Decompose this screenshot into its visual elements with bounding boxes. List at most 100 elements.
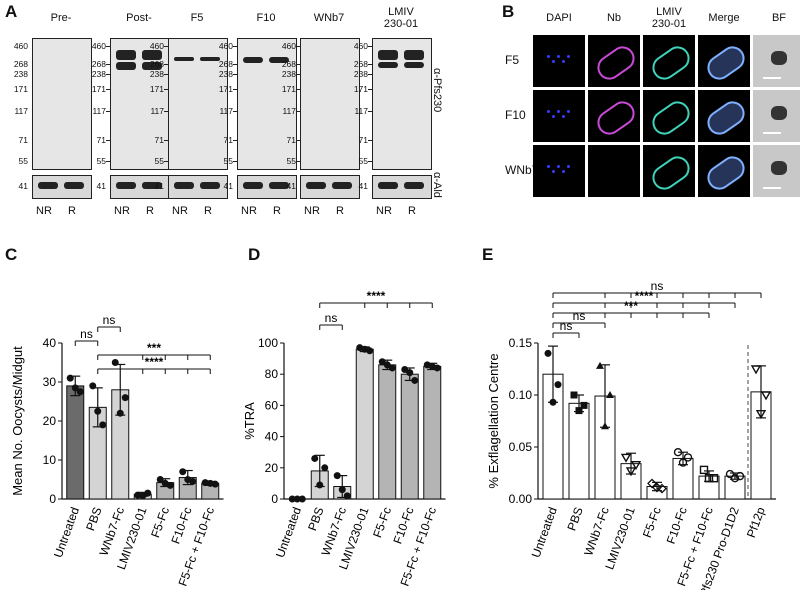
- mw-marker-label: 171: [13, 84, 28, 94]
- mw-marker-label: 71: [223, 135, 233, 145]
- protein-band: [243, 57, 263, 63]
- y-tick-label: 0.05: [509, 440, 533, 454]
- mw-marker-label: 460: [218, 41, 233, 51]
- mw-tick: [164, 111, 168, 112]
- mw-tick: [106, 46, 110, 47]
- micro-image: [533, 145, 585, 197]
- significance-label: ****: [367, 289, 386, 303]
- lane-label: R: [204, 205, 212, 217]
- mw-tick: [164, 64, 168, 65]
- y-tick-label: 60: [265, 398, 279, 412]
- x-tick-label: Untreated: [51, 505, 82, 559]
- data-point: [383, 361, 391, 369]
- significance-label: ****: [145, 355, 164, 369]
- mw-marker-label: 117: [14, 106, 28, 116]
- x-tick-label: F5-Fc: [640, 505, 664, 539]
- mw-tick: [368, 46, 372, 47]
- data-point: [321, 464, 329, 472]
- protein-band: [142, 62, 162, 70]
- data-point: [156, 476, 164, 483]
- micro-image: [698, 90, 750, 142]
- significance-label: ns: [560, 319, 573, 333]
- protein-band: [116, 50, 136, 60]
- ald-mw-label: 41: [358, 181, 368, 191]
- significance-label: ns: [80, 327, 93, 341]
- blot-title: LMIV 230-01: [383, 6, 419, 30]
- micro-column-label: Nb: [606, 12, 622, 24]
- micro-image: [698, 145, 750, 197]
- mw-marker-label: 71: [358, 135, 368, 145]
- data-point: [333, 472, 341, 480]
- mw-marker-label: 117: [150, 106, 164, 116]
- lane-label: R: [68, 205, 76, 217]
- significance-label: ns: [103, 313, 116, 327]
- mw-marker-label: 171: [218, 84, 233, 94]
- mw-tick: [368, 140, 372, 141]
- mw-tick: [296, 140, 300, 141]
- antibody-label-ald: α-Ald: [431, 172, 443, 198]
- data-point: [570, 391, 578, 399]
- micro-image: [643, 145, 695, 197]
- data-point: [99, 421, 107, 429]
- bar: [568, 402, 590, 500]
- data-point: [406, 369, 414, 377]
- mw-tick: [233, 74, 237, 75]
- mw-marker-label: 460: [149, 41, 164, 51]
- y-tick-label: 40: [265, 430, 279, 444]
- data-point: [66, 374, 74, 382]
- mw-tick: [368, 89, 372, 90]
- mw-marker-label: 238: [91, 69, 106, 79]
- blot-membrane: [32, 38, 92, 170]
- micro-image: [698, 35, 750, 87]
- data-point: [709, 473, 719, 483]
- ald-mw-label: 41: [154, 181, 164, 191]
- micro-image: [753, 35, 800, 87]
- data-point: [343, 492, 351, 500]
- data-point: [116, 409, 124, 417]
- mw-marker-label: 238: [281, 69, 296, 79]
- mw-marker-label: 71: [96, 135, 106, 145]
- data-point: [606, 391, 614, 398]
- micro-image: [643, 90, 695, 142]
- ald-mw-label: 41: [18, 181, 28, 191]
- mw-tick: [164, 89, 168, 90]
- data-point: [601, 422, 609, 430]
- blot-title: WNb7: [313, 12, 345, 24]
- ald-band: [174, 182, 194, 189]
- micro-image: [588, 35, 640, 87]
- data-point: [179, 468, 187, 476]
- y-tick-label: 40: [43, 336, 57, 350]
- x-tick-label: PBS: [564, 505, 585, 532]
- mw-marker-label: 460: [13, 41, 28, 51]
- mw-tick: [106, 161, 110, 162]
- micro-image: [588, 90, 640, 142]
- blot-title: F5: [190, 12, 204, 24]
- protein-band: [269, 57, 289, 63]
- mw-marker-label: 268: [149, 59, 164, 69]
- blot-title: Pre-: [50, 12, 72, 24]
- data-point: [657, 483, 667, 494]
- y-tick-label: 20: [43, 414, 57, 428]
- data-point: [316, 481, 324, 489]
- blot-title: F10: [256, 12, 276, 24]
- lane-label: NR: [304, 205, 320, 217]
- lane-label: R: [408, 205, 416, 217]
- y-tick-label: 30: [43, 375, 57, 389]
- mw-tick: [164, 140, 168, 141]
- mw-tick: [296, 161, 300, 162]
- protein-band: [404, 62, 424, 68]
- mw-marker-label: 268: [353, 59, 368, 69]
- y-tick-label: 0.00: [509, 492, 533, 506]
- mw-marker-label: 71: [286, 135, 296, 145]
- protein-band: [404, 50, 424, 60]
- ald-band: [378, 182, 398, 189]
- blot-membrane: [300, 38, 360, 170]
- data-point: [411, 376, 419, 384]
- mw-tick: [106, 64, 110, 65]
- ald-mw-label: 41: [96, 181, 106, 191]
- mw-marker-label: 117: [282, 106, 296, 116]
- data-point: [652, 482, 662, 493]
- data-point: [139, 492, 147, 500]
- protein-band: [116, 62, 136, 70]
- mw-tick: [296, 46, 300, 47]
